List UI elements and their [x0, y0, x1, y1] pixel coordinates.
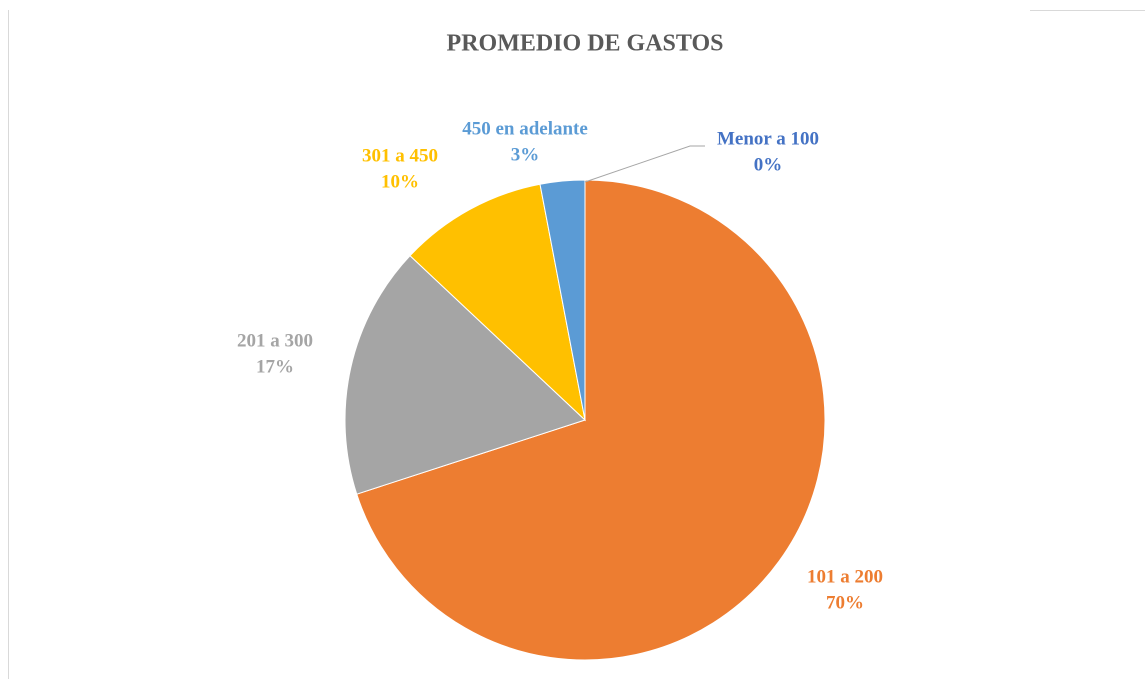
leader-line — [584, 145, 705, 183]
pie-slice — [539, 179, 586, 421]
pie-slice — [356, 179, 826, 661]
chart-title: PROMEDIO DE GASTOS — [447, 31, 724, 57]
data-label-value: 0% — [754, 154, 783, 175]
pie-slice — [409, 183, 586, 422]
data-label-value: 10% — [381, 171, 419, 192]
data-label-name: 201 a 300 — [237, 330, 313, 351]
pie-slice — [344, 255, 586, 495]
data-label-value: 70% — [826, 592, 864, 613]
data-label-value: 17% — [256, 356, 294, 377]
data-label-name: Menor a 100 — [717, 128, 819, 149]
data-label-name: 301 a 450 — [362, 145, 438, 166]
data-label-name: 101 a 200 — [807, 566, 883, 587]
data-label-value: 3% — [511, 144, 540, 165]
data-label-name: 450 en adelante — [462, 118, 588, 139]
